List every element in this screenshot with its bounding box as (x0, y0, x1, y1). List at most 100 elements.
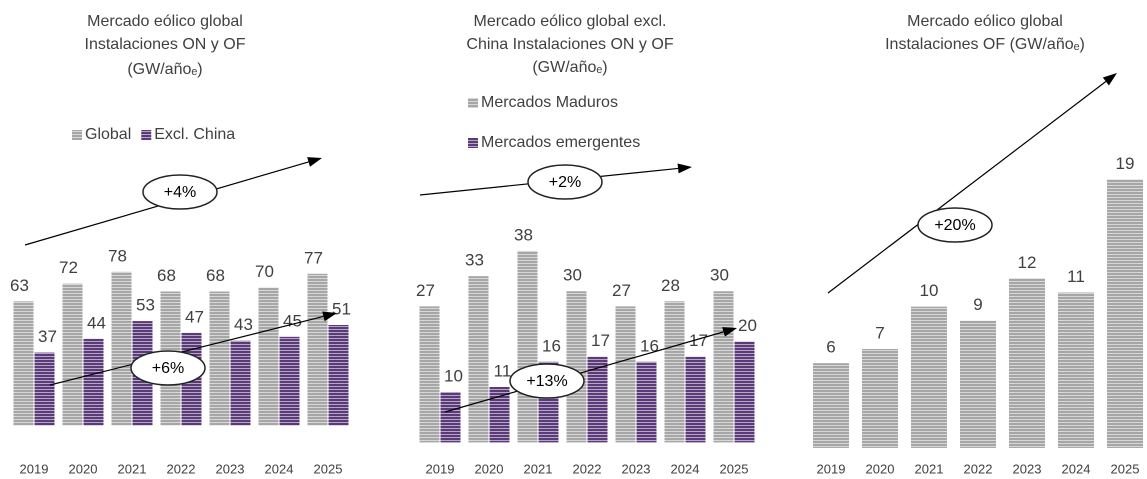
annotation: +4% (164, 184, 196, 201)
data-label: 28 (661, 276, 680, 295)
data-label: 10 (444, 366, 463, 385)
bar (734, 341, 755, 443)
x-tick-label: 2022 (167, 461, 196, 476)
arrow-head (322, 311, 337, 322)
bar (230, 340, 251, 426)
bar (1009, 278, 1045, 448)
annotation-bubble (917, 207, 993, 243)
data-label: 33 (465, 251, 484, 270)
data-label: 70 (255, 262, 274, 281)
data-label: 47 (185, 307, 204, 326)
x-tick-label: 2025 (720, 461, 749, 476)
chart-title: (GW/añoₑ) (532, 59, 607, 76)
data-label: 12 (1018, 253, 1037, 272)
bar (664, 301, 685, 443)
x-tick-label: 2023 (216, 461, 245, 476)
data-label: 43 (234, 315, 253, 334)
x-tick-label: 2019 (20, 461, 49, 476)
data-label: 27 (416, 281, 435, 300)
trend-arrow (49, 315, 324, 386)
bar (911, 306, 947, 448)
annotation: +6% (152, 360, 184, 377)
chart-title: China Instalaciones ON y OF (466, 36, 673, 53)
x-tick-label: 2019 (817, 461, 846, 476)
chart-title: Instalaciones OF (GW/añoₑ) (885, 36, 1085, 53)
x-tick-label: 2025 (314, 461, 343, 476)
bar (1107, 179, 1143, 448)
legend-label: Excl. China (154, 126, 235, 143)
data-label: 68 (157, 266, 176, 285)
bar (83, 338, 104, 426)
data-label: 17 (591, 331, 610, 350)
x-tick-label: 2024 (1062, 461, 1091, 476)
bar (489, 386, 510, 443)
x-tick-label: 2020 (69, 461, 98, 476)
legend-swatch (72, 130, 82, 140)
data-label: 38 (514, 225, 533, 244)
bar (279, 336, 300, 426)
data-label: 11 (1067, 267, 1085, 286)
bar (328, 325, 349, 426)
annotation-bubble (509, 363, 585, 399)
arrow-head (677, 163, 692, 174)
bar (209, 291, 230, 426)
bar (517, 250, 538, 443)
bar (111, 271, 132, 426)
arrow-head (1102, 73, 1117, 86)
bar (960, 320, 996, 448)
data-label: 27 (612, 281, 631, 300)
x-tick-label: 2019 (426, 461, 455, 476)
legend-label: Mercados emergentes (481, 134, 640, 151)
x-tick-label: 2021 (915, 461, 944, 476)
bar (13, 301, 34, 426)
chart-title: Mercado eólico global excl. (474, 13, 667, 30)
bar (636, 361, 657, 443)
data-label: 30 (563, 266, 582, 285)
x-tick-label: 2020 (475, 461, 504, 476)
data-label: 16 (542, 336, 561, 355)
bar (685, 356, 706, 443)
data-label: 7 (875, 324, 884, 343)
legend-label: Mercados Maduros (481, 94, 618, 111)
bar (713, 291, 734, 443)
data-label: 51 (332, 299, 351, 318)
data-label: 63 (10, 276, 29, 295)
bar (307, 273, 328, 426)
bar (34, 352, 55, 426)
annotation-bubble (130, 350, 206, 386)
x-tick-label: 2022 (573, 461, 602, 476)
data-label: 17 (689, 331, 708, 350)
data-label: 19 (1116, 154, 1135, 173)
data-label: 11 (494, 361, 512, 380)
bar (258, 287, 279, 426)
bar (813, 363, 849, 448)
annotation-bubble (142, 174, 218, 210)
legend-label: Global (85, 126, 131, 143)
bar (62, 283, 83, 426)
data-label: 68 (206, 266, 225, 285)
trend-arrow (827, 81, 1107, 294)
data-label: 53 (136, 296, 155, 315)
x-tick-label: 2022 (964, 461, 993, 476)
x-tick-label: 2023 (1013, 461, 1042, 476)
bar (566, 291, 587, 443)
data-label: 37 (38, 327, 57, 346)
bar (1058, 292, 1094, 448)
data-label: 30 (710, 266, 729, 285)
data-label: 9 (973, 295, 982, 314)
arrow-head (722, 327, 737, 337)
chart-title: (GW/añoₑ) (127, 61, 202, 78)
data-label: 20 (738, 316, 757, 335)
bar (440, 392, 461, 443)
bar (468, 276, 489, 443)
arrow-head (307, 157, 322, 167)
bar (587, 356, 608, 443)
x-tick-label: 2023 (622, 461, 651, 476)
bar (615, 306, 636, 443)
x-tick-label: 2020 (866, 461, 895, 476)
chart-title: Mercado eólico global (87, 13, 243, 30)
data-label: 78 (108, 246, 127, 265)
annotation: +20% (934, 217, 975, 234)
data-label: 77 (304, 248, 323, 267)
